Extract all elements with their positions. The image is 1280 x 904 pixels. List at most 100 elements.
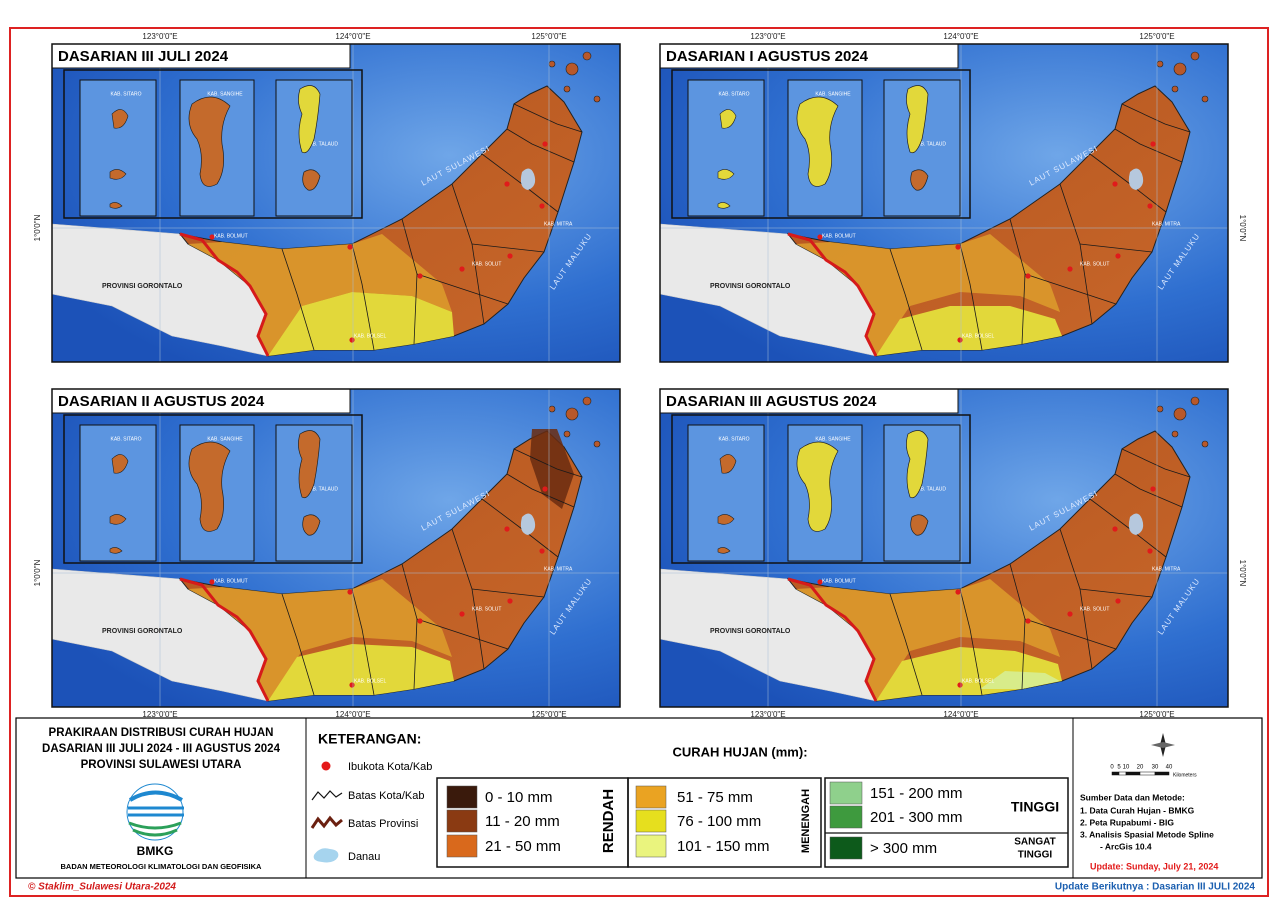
district-boundary: [416, 618, 509, 650]
class-label: 201 - 300 mm: [870, 809, 963, 826]
inset-frame: [63, 414, 363, 564]
source-item: 2. Peta Rupabumi - BIG: [1080, 817, 1174, 827]
district-boundary: [1121, 448, 1191, 478]
district-boundary: [471, 588, 545, 598]
district-boundary: [506, 473, 575, 508]
lake: [520, 168, 536, 190]
capital: [504, 181, 510, 187]
longitude-label: 123°0'0"E: [142, 32, 177, 41]
longitude-label: 125°0'0"E: [531, 710, 566, 719]
logo-stripe: [132, 828, 178, 837]
class-label: 51 - 75 mm: [677, 789, 753, 806]
inset-island: [910, 514, 929, 536]
longitude-label: 123°0'0"E: [142, 710, 177, 719]
capital: [1067, 611, 1073, 617]
latitude-label: 1°0'0"N: [33, 214, 42, 241]
arrow-ew: [1151, 742, 1175, 748]
panel-frame: [51, 388, 621, 708]
scale-segment: [1154, 771, 1170, 776]
regency-label: KAB. SANGIHE: [207, 436, 243, 442]
regency-label: KAB. SITARO: [110, 91, 141, 97]
island: [582, 51, 592, 61]
rain-zone: [796, 234, 1060, 356]
island: [565, 407, 579, 421]
island: [1173, 407, 1187, 421]
district-boundary: [959, 588, 983, 696]
rain-zone: [268, 292, 454, 356]
logo-text: BMKG: [137, 844, 174, 858]
inset-island: [719, 454, 737, 474]
inset-frame: [671, 69, 971, 219]
island: [593, 440, 601, 448]
district-boundary: [889, 248, 923, 351]
capital: [209, 579, 215, 585]
capital: [955, 244, 961, 250]
longitude-label: 125°0'0"E: [1139, 710, 1174, 719]
regency-label: KAB. TALAUD: [914, 141, 946, 147]
latitude-label: 1°0'0"N: [1238, 560, 1247, 587]
island: [1190, 51, 1200, 61]
inset-island: [717, 169, 735, 180]
scale-segment: [1111, 771, 1120, 776]
scale-unit: Kilometers: [1173, 772, 1197, 778]
inset-island: [298, 85, 321, 154]
province-boundary: [787, 232, 878, 357]
province-boundary: [179, 232, 270, 357]
scale-label: 10: [1123, 765, 1130, 771]
rain-zone: [796, 579, 1060, 701]
province-boundary: [787, 577, 878, 702]
island: [593, 95, 601, 103]
regency-label: KAB. BOLMUT: [214, 233, 248, 239]
province-label: PROVINSI GORONTALO: [710, 628, 791, 635]
group-label: MENENGAH: [800, 789, 812, 853]
class-label: 151 - 200 mm: [870, 785, 963, 802]
capital: [1115, 598, 1121, 604]
class-label: 101 - 150 mm: [677, 838, 770, 855]
class-label: 76 - 100 mm: [677, 813, 761, 830]
class-swatch: [635, 809, 667, 833]
island: [548, 60, 556, 68]
district-boundary: [1121, 103, 1191, 133]
inset-island: [796, 441, 839, 532]
capital: [507, 253, 513, 259]
inset-island: [188, 96, 231, 187]
scale-label: 0: [1110, 765, 1114, 771]
district-boundary: [1114, 128, 1183, 163]
regency-label: KAB. MITRA: [1152, 221, 1181, 227]
legend-title: PRAKIRAAN DISTRIBUSI CURAH HUJAN: [49, 727, 274, 739]
capital: [817, 579, 823, 585]
capital: [349, 337, 355, 343]
longitude-label: 125°0'0"E: [1139, 32, 1174, 41]
agency-name: BADAN METEOROLOGI KLIMATOLOGI DAN GEOFIS…: [61, 862, 263, 871]
scale-label: 30: [1152, 765, 1159, 771]
district-boundary: [351, 243, 375, 351]
lake: [520, 513, 536, 535]
capital: [507, 598, 513, 604]
capital: [417, 618, 423, 624]
bmkg-logo: [126, 783, 184, 841]
panel-frame: [51, 43, 621, 363]
rain-classes: 0 - 10 mm 11 - 20 mm 21 - 50 mm RENDAH 51 - …: [436, 777, 1069, 868]
class-swatch: [635, 834, 667, 858]
longitude-label: 124°0'0"E: [943, 710, 978, 719]
map-title: DASARIAN I AGUSTUS 2024: [666, 48, 869, 65]
class-swatch: [446, 834, 478, 858]
source-item: 3. Analisis Spasial Metode Spline: [1080, 829, 1214, 839]
map-title: DASARIAN II AGUSTUS 2024: [58, 393, 265, 410]
inset-island: [302, 169, 321, 191]
lake: [1128, 513, 1144, 535]
regency-label: KAB. TALAUD: [306, 486, 338, 492]
longitude-label: 123°0'0"E: [750, 32, 785, 41]
capital: [459, 266, 465, 272]
update-date: Update: Sunday, July 21, 2024: [1090, 861, 1218, 871]
island: [1190, 396, 1200, 406]
regency-label: KAB. SANGIHE: [207, 91, 243, 97]
inset-island: [910, 169, 929, 191]
rain-title: CURAH HUJAN (mm):: [672, 744, 807, 759]
district-boundary: [416, 273, 509, 305]
class-label: > 300 mm: [870, 840, 937, 857]
regency-label: KAB. SOLUT: [472, 261, 501, 267]
island: [1171, 85, 1179, 93]
rain-zone: [876, 306, 1062, 356]
